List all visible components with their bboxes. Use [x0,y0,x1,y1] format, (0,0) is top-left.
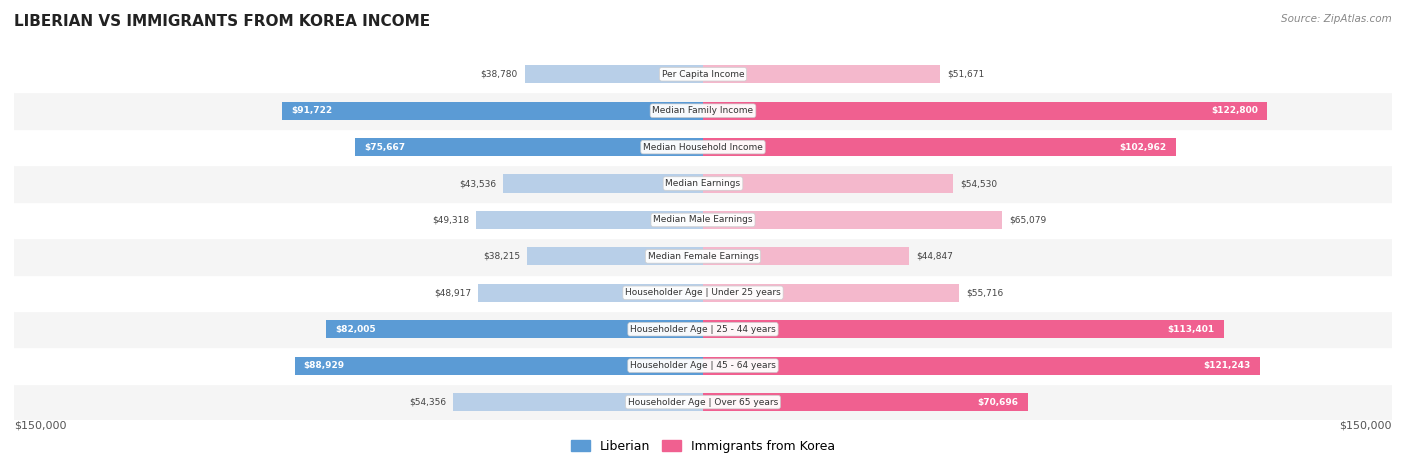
Text: $44,847: $44,847 [915,252,953,261]
Text: $65,079: $65,079 [1008,215,1046,225]
Text: Median Female Earnings: Median Female Earnings [648,252,758,261]
Text: $88,929: $88,929 [304,361,344,370]
Text: $55,716: $55,716 [966,288,1002,297]
Text: Source: ZipAtlas.com: Source: ZipAtlas.com [1281,14,1392,24]
Text: Per Capita Income: Per Capita Income [662,70,744,79]
Text: Median Family Income: Median Family Income [652,106,754,115]
Bar [294,357,703,375]
Text: Median Male Earnings: Median Male Earnings [654,215,752,225]
Text: $91,722: $91,722 [291,106,332,115]
Text: $38,215: $38,215 [484,252,520,261]
Bar [477,211,703,229]
Text: $102,962: $102,962 [1119,142,1167,152]
Bar [14,238,1392,275]
Bar [703,175,953,193]
Text: $122,800: $122,800 [1211,106,1258,115]
Bar [14,92,1392,129]
Bar [14,202,1392,238]
Text: Householder Age | 25 - 44 years: Householder Age | 25 - 44 years [630,325,776,334]
Text: $49,318: $49,318 [433,215,470,225]
Text: $113,401: $113,401 [1167,325,1215,334]
Bar [503,175,703,193]
Bar [14,165,1392,202]
Text: $54,356: $54,356 [409,397,447,407]
Text: Householder Age | Over 65 years: Householder Age | Over 65 years [628,397,778,407]
Text: Householder Age | 45 - 64 years: Householder Age | 45 - 64 years [630,361,776,370]
Bar [14,347,1392,384]
Bar [703,393,1028,411]
Text: LIBERIAN VS IMMIGRANTS FROM KOREA INCOME: LIBERIAN VS IMMIGRANTS FROM KOREA INCOME [14,14,430,29]
Bar [703,283,959,302]
Text: $48,917: $48,917 [434,288,471,297]
Bar [14,275,1392,311]
Bar [703,357,1260,375]
Legend: Liberian, Immigrants from Korea: Liberian, Immigrants from Korea [565,435,841,458]
Text: Householder Age | Under 25 years: Householder Age | Under 25 years [626,288,780,297]
Bar [703,101,1267,120]
Bar [14,129,1392,165]
Bar [703,320,1223,338]
Text: Median Household Income: Median Household Income [643,142,763,152]
Text: $82,005: $82,005 [336,325,377,334]
Bar [281,101,703,120]
Text: Median Earnings: Median Earnings [665,179,741,188]
Text: $75,667: $75,667 [364,142,406,152]
Bar [14,384,1392,420]
Bar [703,65,941,83]
Bar [524,65,703,83]
Bar [356,138,703,156]
Text: $51,671: $51,671 [948,70,984,79]
Bar [326,320,703,338]
Text: $43,536: $43,536 [458,179,496,188]
Text: $38,780: $38,780 [481,70,517,79]
Text: $121,243: $121,243 [1204,361,1251,370]
Bar [703,138,1175,156]
Bar [703,211,1002,229]
Bar [478,283,703,302]
Bar [14,311,1392,347]
Bar [453,393,703,411]
Text: $54,530: $54,530 [960,179,997,188]
Text: $150,000: $150,000 [1340,420,1392,430]
Text: $150,000: $150,000 [14,420,66,430]
Text: $70,696: $70,696 [977,397,1018,407]
Bar [703,248,910,265]
Bar [14,56,1392,92]
Bar [527,248,703,265]
